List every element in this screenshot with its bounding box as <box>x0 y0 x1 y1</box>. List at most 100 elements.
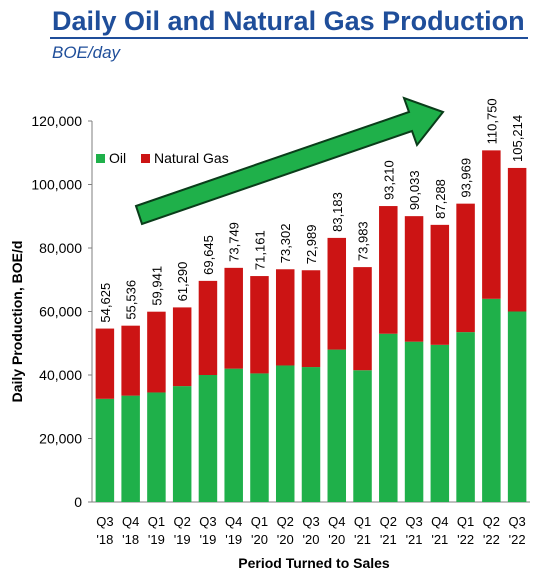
x-axis-title: Period Turned to Sales <box>238 555 390 571</box>
bar-natural-gas <box>507 167 527 312</box>
bar-oil <box>430 344 450 502</box>
bar-total-label: 69,645 <box>201 235 216 275</box>
bar-natural-gas <box>224 267 243 369</box>
bar-total-label: 93,969 <box>459 158 474 198</box>
x-tick-label-quarter: Q3 <box>405 514 422 529</box>
x-tick-label-quarter: Q1 <box>354 514 371 529</box>
x-tick-label-year: '22 <box>509 532 526 547</box>
bar-total-label: 55,536 <box>124 280 139 320</box>
page-subtitle: BOE/day <box>52 43 121 62</box>
x-tick-label-year: '19 <box>148 532 165 547</box>
x-tick-label-year: '18 <box>122 532 139 547</box>
y-tick-label: 20,000 <box>39 431 82 447</box>
bar-oil <box>147 392 166 502</box>
x-tick-label-quarter: Q4 <box>431 514 448 529</box>
bar-oil <box>482 298 501 502</box>
x-tick-label-year: '18 <box>96 532 113 547</box>
bar-oil <box>95 398 115 502</box>
bar-natural-gas <box>327 237 347 350</box>
y-tick-label: 120,000 <box>31 113 82 129</box>
bar-oil <box>224 368 243 502</box>
bar-natural-gas <box>301 270 321 368</box>
bar-natural-gas <box>482 150 501 299</box>
bar-oil <box>121 395 140 502</box>
bar-total-label: 73,983 <box>356 221 371 261</box>
y-tick-label: 100,000 <box>31 177 82 193</box>
x-tick-label-quarter: Q3 <box>508 514 525 529</box>
title-underline <box>50 37 528 39</box>
legend-label-oil: Oil <box>109 150 126 166</box>
x-tick-label-quarter: Q3 <box>96 514 113 529</box>
bar-oil <box>379 333 398 502</box>
bar-natural-gas <box>275 269 295 366</box>
bar-natural-gas <box>379 206 398 334</box>
legend-swatch-natural-gas <box>141 154 150 163</box>
bar-oil <box>507 311 527 502</box>
y-tick-label: 60,000 <box>39 304 82 320</box>
x-tick-label-year: '21 <box>380 532 397 547</box>
x-tick-label-quarter: Q4 <box>122 514 139 529</box>
x-tick-label-year: '21 <box>431 532 448 547</box>
x-tick-label-year: '22 <box>483 532 500 547</box>
x-tick-label-year: '21 <box>406 532 423 547</box>
bar-total-label: 110,750 <box>484 98 499 144</box>
bar-natural-gas <box>121 325 140 396</box>
bar-total-label: 93,210 <box>381 160 396 200</box>
bar-total-label: 61,290 <box>175 262 190 302</box>
x-tick-label-quarter: Q1 <box>148 514 165 529</box>
trend-arrow <box>134 96 445 226</box>
legend-label-natural-gas: Natural Gas <box>154 150 229 166</box>
x-tick-label-year: '19 <box>174 532 191 547</box>
bar-natural-gas <box>250 276 269 374</box>
x-tick-label-quarter: Q3 <box>302 514 319 529</box>
y-tick-label: 0 <box>74 494 82 510</box>
y-tick-label: 80,000 <box>39 240 82 256</box>
x-tick-label-quarter: Q4 <box>225 514 242 529</box>
bar-total-label: 72,989 <box>304 224 319 264</box>
x-tick-label-year: '22 <box>457 532 474 547</box>
x-tick-label-year: '20 <box>303 532 320 547</box>
bar-oil <box>275 365 295 502</box>
legend-swatch-oil <box>96 154 105 163</box>
bar-natural-gas <box>172 307 192 387</box>
bar-total-label: 71,161 <box>252 230 267 270</box>
bar-natural-gas <box>147 311 166 393</box>
bar-oil <box>198 375 218 502</box>
x-tick-label-year: '21 <box>354 532 371 547</box>
bar-natural-gas <box>353 267 372 371</box>
bar-natural-gas <box>430 224 450 345</box>
x-tick-label-quarter: Q1 <box>457 514 474 529</box>
bar-natural-gas <box>456 203 475 333</box>
x-tick-label-quarter: Q2 <box>380 514 397 529</box>
x-tick-label-quarter: Q3 <box>199 514 216 529</box>
x-tick-label-quarter: Q2 <box>483 514 500 529</box>
y-axis-title: Daily Production, BOE/d <box>9 241 25 403</box>
bar-natural-gas <box>404 216 424 342</box>
x-tick-label-year: '20 <box>328 532 345 547</box>
bar-total-label: 59,941 <box>149 266 164 306</box>
bar-oil <box>404 341 424 502</box>
bar-oil <box>172 386 192 502</box>
page-title: Daily Oil and Natural Gas Production <box>52 6 525 36</box>
bar-natural-gas <box>198 280 218 375</box>
x-tick-label-year: '19 <box>199 532 216 547</box>
bar-oil <box>250 373 269 502</box>
bar-natural-gas <box>95 328 115 399</box>
bar-oil <box>456 332 475 502</box>
bar-total-label: 83,183 <box>330 192 345 232</box>
bar-total-label: 87,288 <box>433 179 448 219</box>
bar-total-label: 73,302 <box>278 224 293 264</box>
x-tick-label-quarter: Q4 <box>328 514 345 529</box>
bar-oil <box>301 367 321 502</box>
x-tick-label-year: '20 <box>251 532 268 547</box>
x-tick-label-quarter: Q2 <box>277 514 294 529</box>
y-tick-label: 40,000 <box>39 367 82 383</box>
bar-total-label: 54,625 <box>98 283 113 323</box>
bar-total-label: 73,749 <box>227 222 242 262</box>
bar-total-label: 105,214 <box>510 115 525 162</box>
x-tick-label-year: '19 <box>225 532 242 547</box>
bar-total-label: 90,033 <box>407 170 422 210</box>
x-tick-label-quarter: Q2 <box>174 514 191 529</box>
x-tick-label-quarter: Q1 <box>251 514 268 529</box>
